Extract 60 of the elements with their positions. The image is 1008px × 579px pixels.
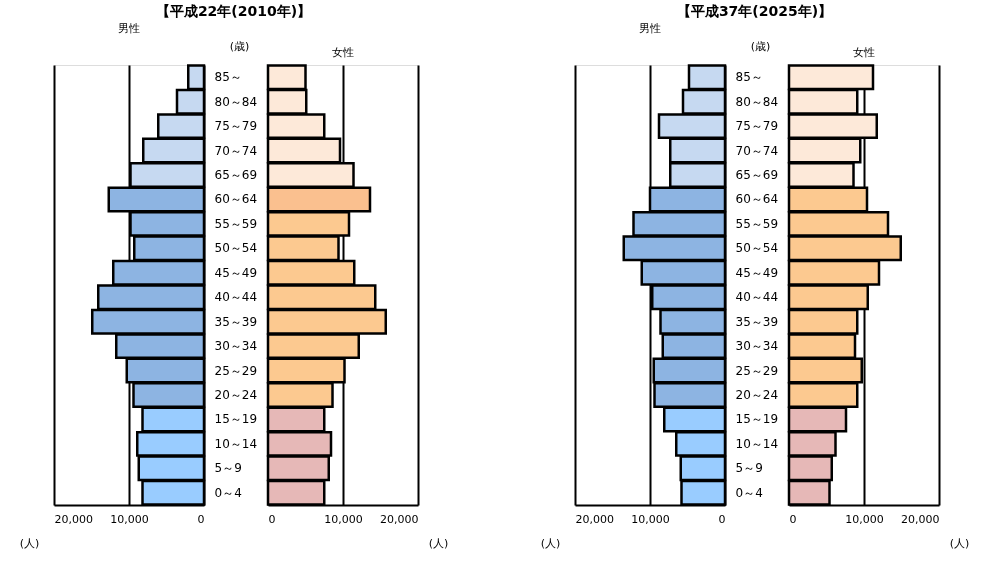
x-tick-label: 0 <box>268 512 276 526</box>
y-tick-label: 40～44 <box>735 290 779 305</box>
x-tick-label: 0 <box>718 512 726 526</box>
y-tick-label: 70～74 <box>214 143 258 158</box>
y-tick-label: 60～64 <box>735 192 779 207</box>
x-axis-title: (人) <box>428 536 449 550</box>
y-tick-label: 60～64 <box>214 192 258 207</box>
x-tick-label: 20,000 <box>54 512 93 526</box>
y-tick-label: 45～49 <box>214 265 258 280</box>
y-tick-label: 10～14 <box>214 436 258 451</box>
y-tick-label: 65～69 <box>214 168 258 182</box>
x-tick-label: 10,000 <box>631 512 670 526</box>
y-axis-title: (歳) <box>229 39 250 53</box>
text: 【平成22年(2010年)】 <box>155 2 312 19</box>
y-tick-label: 75～79 <box>735 119 779 134</box>
y-tick-label: 80～84 <box>214 94 258 109</box>
y-tick-label: 15～19 <box>214 412 258 427</box>
y-tick-label: 70～74 <box>735 143 779 158</box>
y-tick-label: 25～29 <box>214 363 258 378</box>
x-tick-label: 20,000 <box>380 512 419 526</box>
x-tick-label: 0 <box>197 512 205 526</box>
y-tick-label: 50～54 <box>735 241 779 256</box>
y-tick-label: 45～49 <box>735 265 779 280</box>
text: 男性 <box>118 22 140 35</box>
y-tick-label: 20～24 <box>214 388 258 402</box>
text: 男性 <box>639 22 661 35</box>
y-tick-label: 35～39 <box>214 314 258 329</box>
series-label: 女性 <box>853 46 875 60</box>
x-axis-title: (人) <box>949 536 970 550</box>
x-axis-title: (人) <box>19 536 40 550</box>
x-tick-label: 10,000 <box>324 512 363 526</box>
y-tick-label: 35～39 <box>735 314 779 329</box>
y-tick-label: 25～29 <box>735 363 779 378</box>
y-tick-label: 5～9 <box>214 461 242 476</box>
x-tick-label: 20,000 <box>901 512 940 526</box>
y-tick-label: 30～34 <box>735 339 779 354</box>
text: 【平成37年(2025年)】 <box>676 2 833 19</box>
x-tick-label: 10,000 <box>845 512 884 526</box>
y-tick-label: 80～84 <box>735 94 779 109</box>
y-tick-label: 0～4 <box>214 485 242 500</box>
y-tick-label: 55～59 <box>735 216 779 231</box>
y-tick-label: 85～ <box>214 70 242 85</box>
y-tick-label: 20～24 <box>735 388 779 402</box>
text: 女性 <box>332 46 354 60</box>
y-tick-label: 30～34 <box>214 339 258 354</box>
x-axis-title: (人) <box>540 536 561 550</box>
y-tick-label: 10～14 <box>735 436 779 451</box>
y-tick-label: 55～59 <box>214 216 258 231</box>
y-tick-label: 0～4 <box>735 485 763 500</box>
y-tick-label: 40～44 <box>214 290 258 305</box>
y-tick-label: 50～54 <box>214 241 258 256</box>
x-tick-label: 20,000 <box>575 512 614 526</box>
y-tick-label: 5～9 <box>735 461 763 476</box>
y-tick-label: 75～79 <box>214 119 258 134</box>
x-tick-label: 10,000 <box>110 512 149 526</box>
y-axis-title: (歳) <box>750 39 771 53</box>
y-tick-label: 15～19 <box>735 412 779 427</box>
x-tick-label: 0 <box>789 512 797 526</box>
y-tick-label: 65～69 <box>735 168 779 182</box>
y-tick-label: 85～ <box>735 70 763 85</box>
